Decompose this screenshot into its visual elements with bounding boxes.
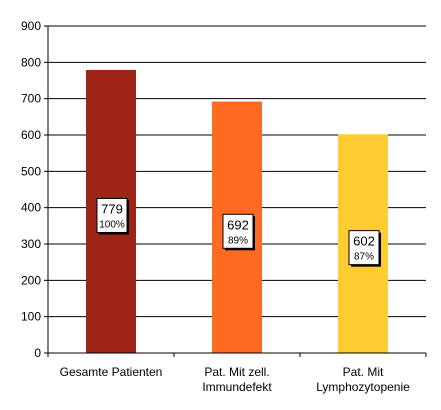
data-label-percent: 100%: [99, 219, 125, 230]
y-tick-label: 900: [21, 19, 41, 33]
y-tick-label: 300: [21, 237, 41, 251]
x-axis-categories: Gesamte Patienten Pat. Mit zell.Immundefe…: [60, 365, 410, 394]
data-labels: 779 100% 692 89% 602 87%: [96, 197, 381, 267]
x-category-label: Pat. Mit zell.: [204, 365, 269, 379]
y-tick-label: 400: [21, 201, 41, 215]
y-tick-label: 500: [21, 164, 41, 178]
y-tick-label: 600: [21, 128, 41, 142]
y-tick-label: 800: [21, 55, 41, 69]
x-category-label: Gesamte Patienten: [60, 365, 163, 379]
data-label-value: 692: [227, 217, 249, 232]
bars: [86, 69, 388, 354]
data-label-value: 602: [353, 234, 375, 249]
data-label-percent: 89%: [228, 235, 248, 246]
data-label-value: 779: [101, 201, 123, 216]
y-tick-label: 700: [21, 92, 41, 106]
x-category-label: Lymphozytopenie: [316, 380, 410, 394]
data-label-box: [96, 197, 128, 233]
data-label-box: [348, 230, 380, 266]
y-tick-label: 0: [34, 346, 41, 360]
data-label-percent: 87%: [354, 252, 374, 263]
x-category-label: Pat. Mit: [343, 365, 384, 379]
x-category-label: Immundefekt: [202, 380, 272, 394]
y-tick-label: 100: [21, 310, 41, 324]
data-label-box: [222, 213, 254, 249]
y-axis-ticks: 0 100 200 300 400 500 600 700 800 900: [21, 19, 48, 360]
y-tick-label: 200: [21, 273, 41, 287]
axes: [44, 26, 427, 357]
